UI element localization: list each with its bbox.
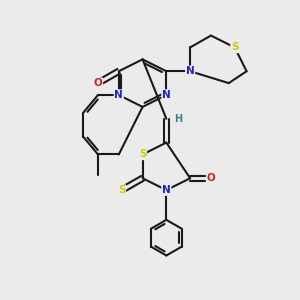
Text: S: S: [118, 185, 125, 195]
Text: H: H: [174, 114, 182, 124]
Text: N: N: [162, 185, 171, 195]
Text: O: O: [94, 78, 102, 88]
Text: N: N: [114, 90, 123, 100]
Text: N: N: [186, 66, 194, 76]
Text: S: S: [231, 43, 238, 52]
Text: S: S: [139, 149, 146, 160]
Text: O: O: [207, 173, 215, 183]
Text: N: N: [162, 90, 171, 100]
